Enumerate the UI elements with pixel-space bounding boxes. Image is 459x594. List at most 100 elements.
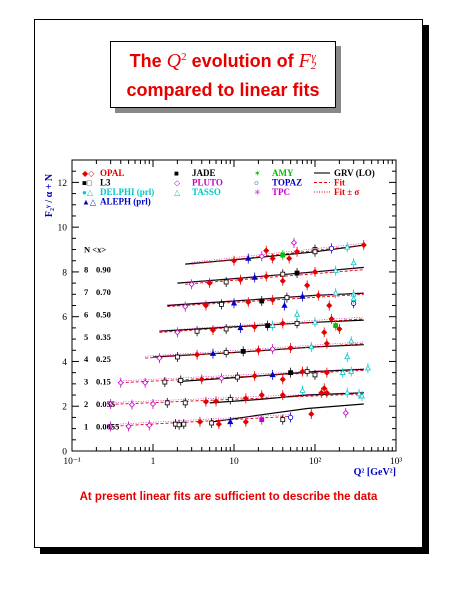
bin-x: 0.15 [96, 377, 111, 387]
data-point [355, 390, 363, 397]
data-point [251, 323, 258, 330]
data-point [107, 423, 114, 430]
data-point [156, 355, 163, 362]
data-point [304, 369, 310, 374]
legend-marker: ▲△ [82, 198, 97, 207]
data-point [312, 372, 318, 378]
data-point [287, 344, 294, 352]
data-point [328, 245, 335, 252]
data-point [128, 401, 136, 408]
data-point [323, 389, 330, 396]
bin-x: 0.50 [96, 309, 111, 319]
bin-x: 0.90 [96, 265, 111, 275]
data-point [146, 422, 153, 429]
data-point [290, 239, 298, 246]
x-axis-label: Q² [GeV²] [354, 467, 396, 478]
data-point [218, 375, 225, 382]
data-point [107, 400, 114, 408]
data-point [312, 249, 318, 255]
legend-marker: ✳ [254, 188, 261, 197]
data-point [188, 281, 195, 288]
data-point [279, 277, 286, 284]
x-tick-label: 10² [309, 457, 322, 467]
legend-label: JADE [192, 168, 216, 178]
legend-marker: ◆◇ [82, 169, 95, 178]
data-point [242, 395, 249, 402]
data-point [315, 292, 322, 299]
x-tick-label: 10³ [390, 457, 403, 467]
data-point [328, 315, 335, 322]
data-point [350, 295, 357, 301]
data-point [202, 302, 209, 309]
y-tick-label: 4 [62, 358, 67, 368]
data-point [198, 376, 205, 383]
y-tick-label: 8 [62, 268, 67, 278]
fit-line [167, 293, 364, 308]
legend-marker: ●△ [82, 188, 94, 197]
fit-line [110, 393, 364, 405]
data-point [350, 259, 357, 266]
data-point [174, 354, 180, 360]
data-point [269, 296, 276, 303]
data-point [342, 409, 349, 417]
data-point [279, 376, 286, 383]
title-prefix: The [129, 51, 167, 71]
q-exponent: 2 [181, 51, 187, 63]
grv-curve [167, 292, 364, 307]
data-point [263, 247, 270, 254]
data-point [219, 301, 224, 307]
legend-label: TASSO [192, 187, 221, 197]
data-point [182, 303, 189, 310]
data-point [176, 422, 182, 428]
data-point [279, 320, 286, 327]
data-point [299, 293, 306, 299]
data-point [299, 368, 306, 375]
x-tick-label: 10 [229, 457, 239, 467]
data-point [308, 343, 315, 350]
data-point [209, 420, 215, 426]
legend-label: DELPHI (prl) [100, 187, 154, 197]
data-point [234, 374, 240, 380]
legend-marker: △ [174, 188, 181, 197]
bin-n: 3 [84, 377, 88, 387]
slide-shadow [40, 548, 429, 554]
data-point [269, 371, 276, 378]
data-point [348, 337, 355, 344]
data-point [269, 322, 276, 328]
data-point [311, 268, 319, 275]
data-point [117, 379, 124, 386]
data-point [336, 325, 343, 333]
data-point [206, 280, 213, 287]
legend-label: Fit [334, 178, 345, 188]
data-point [364, 364, 371, 371]
bin-x: 0.055 [96, 399, 115, 409]
data-point [209, 350, 217, 356]
data-point [230, 257, 238, 264]
fit-line [191, 244, 364, 265]
fit-sigma-line [120, 368, 364, 382]
data-point [344, 243, 351, 250]
data-point [308, 410, 315, 418]
data-point [339, 369, 346, 375]
data-point [280, 252, 286, 258]
data-point [348, 368, 355, 374]
data-point [284, 295, 290, 301]
title-middle: evolution of [186, 51, 299, 71]
data-point [196, 418, 204, 425]
data-point [299, 387, 306, 393]
chart-legend: ◆◇ OPAL ■□ L3 ●△ DELPHI (prl)▲△ ALEPH (prl) ■ JA… [82, 168, 375, 207]
data-point [344, 353, 351, 360]
data-point [149, 400, 157, 408]
data-point [293, 311, 301, 317]
data-point [294, 270, 300, 276]
data-point [323, 340, 330, 347]
data-point [323, 369, 330, 376]
legend-label: Fit ± σ [334, 187, 359, 197]
data-point [332, 267, 339, 274]
slide-shadow [423, 25, 429, 554]
data-point [237, 276, 244, 283]
bin-n: 8 [84, 265, 88, 275]
legend-marker: ○ [254, 179, 259, 188]
data-point [194, 351, 201, 358]
data-point [227, 418, 234, 425]
